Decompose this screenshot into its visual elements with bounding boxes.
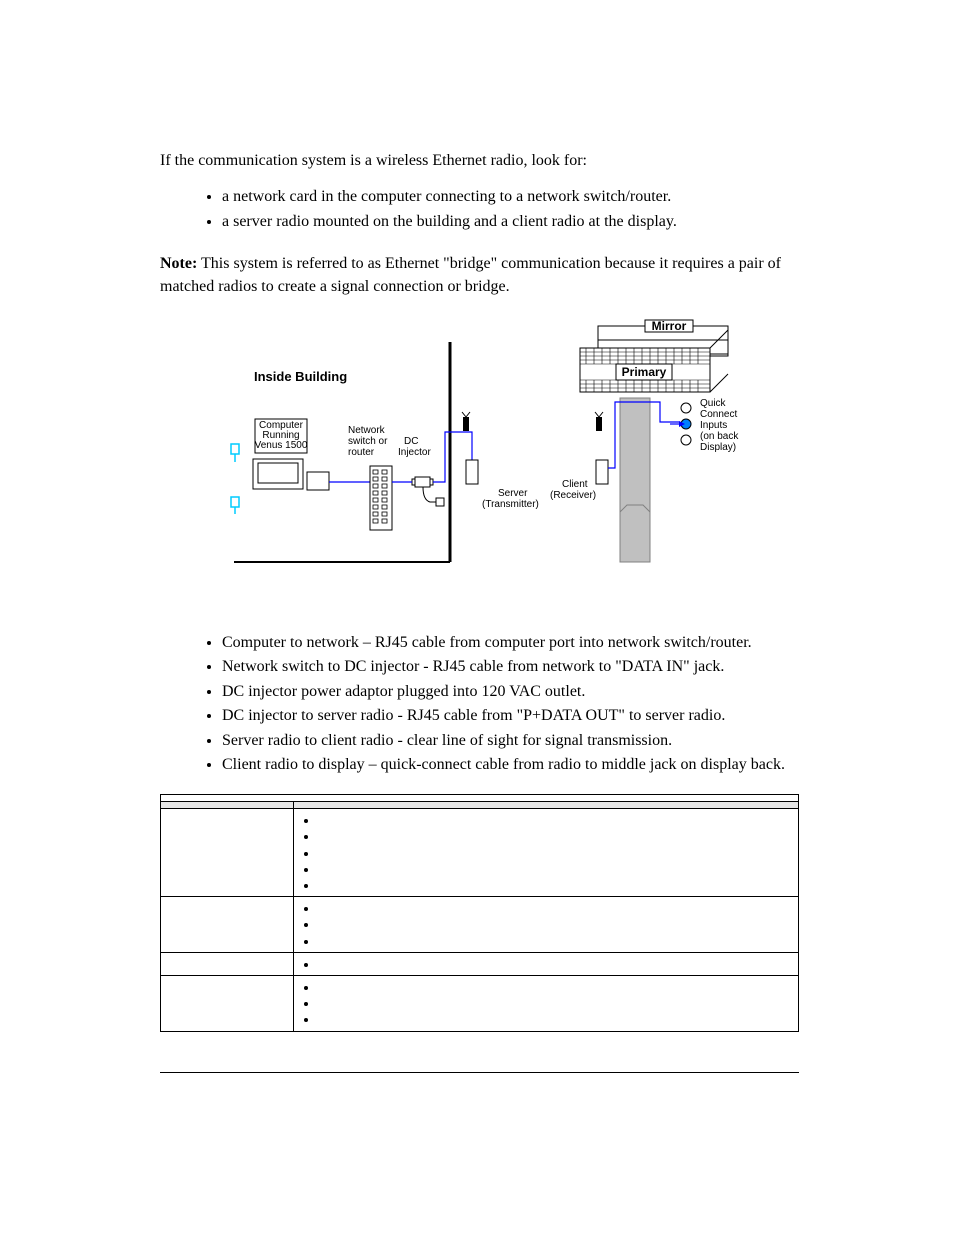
qc-label-2: Connect: [700, 409, 737, 420]
conn-item: DC injector power adaptor plugged into 1…: [222, 681, 799, 703]
troubleshoot-table: [160, 794, 799, 1031]
server-label-2: (Transmitter): [482, 499, 539, 510]
computer-label-3: Venus 1500: [254, 440, 307, 451]
table-bullet: [318, 900, 792, 916]
table-bullet: [318, 845, 792, 861]
table-bullet: [318, 828, 792, 844]
intro-list: a network card in the computer connectin…: [160, 186, 799, 233]
server-label-1: Server: [498, 488, 528, 499]
conn-item: Server radio to client radio - clear lin…: [222, 730, 799, 752]
table-title: [161, 795, 799, 802]
footer-rule: [160, 1072, 799, 1073]
table-row-items: [294, 952, 799, 975]
client-label-1: Client: [562, 479, 588, 490]
table-bullet: [318, 995, 792, 1011]
dc-label-1: DC: [404, 436, 418, 447]
table-bullet: [318, 861, 792, 877]
table-row-label: [161, 952, 294, 975]
note-label: Note:: [160, 255, 197, 272]
intro-item-2: a server radio mounted on the building a…: [222, 211, 799, 233]
table-col1: [161, 802, 294, 809]
inside-building-label: Inside Building: [254, 369, 347, 384]
table-row-label: [161, 975, 294, 1031]
table-col2: [294, 802, 799, 809]
primary-label: Primary: [621, 365, 666, 379]
table-row-label: [161, 897, 294, 953]
dc-label-2: Injector: [398, 447, 431, 458]
note-text: This system is referred to as Ethernet "…: [160, 255, 781, 294]
table-bullet: [318, 956, 792, 972]
client-label-2: (Receiver): [550, 490, 596, 501]
wiring-diagram: Inside Building Computer Running Venus 1…: [220, 312, 740, 582]
conn-item: DC injector to server radio - RJ45 cable…: [222, 705, 799, 727]
table-bullet: [318, 877, 792, 893]
connections-list: Computer to network – RJ45 cable from co…: [160, 632, 799, 776]
conn-item: Computer to network – RJ45 cable from co…: [222, 632, 799, 654]
table-bullet: [318, 933, 792, 949]
qc-label-4: (on back of: [700, 431, 740, 442]
note-paragraph: Note: This system is referred to as Ethe…: [160, 253, 799, 298]
network-label-1: Network: [348, 425, 386, 436]
table-row-items: [294, 897, 799, 953]
network-label-2: switch or: [348, 436, 388, 447]
conn-item: Network switch to DC injector - RJ45 cab…: [222, 656, 799, 678]
network-label-3: router: [348, 447, 375, 458]
table-bullet: [318, 916, 792, 932]
table-row-label: [161, 809, 294, 897]
intro-paragraph: If the communication system is a wireles…: [160, 150, 799, 172]
table-row-items: [294, 809, 799, 897]
mirror-label: Mirror: [651, 319, 686, 333]
qc-label-5: Display): [700, 442, 736, 453]
qc-label-1: Quick: [700, 398, 727, 409]
intro-item-1: a network card in the computer connectin…: [222, 186, 799, 208]
qc-label-3: Inputs: [700, 420, 727, 431]
table-bullet: [318, 1011, 792, 1027]
table-bullet: [318, 979, 792, 995]
table-row-items: [294, 975, 799, 1031]
table-bullet: [318, 812, 792, 828]
conn-item: Client radio to display – quick-connect …: [222, 754, 799, 776]
